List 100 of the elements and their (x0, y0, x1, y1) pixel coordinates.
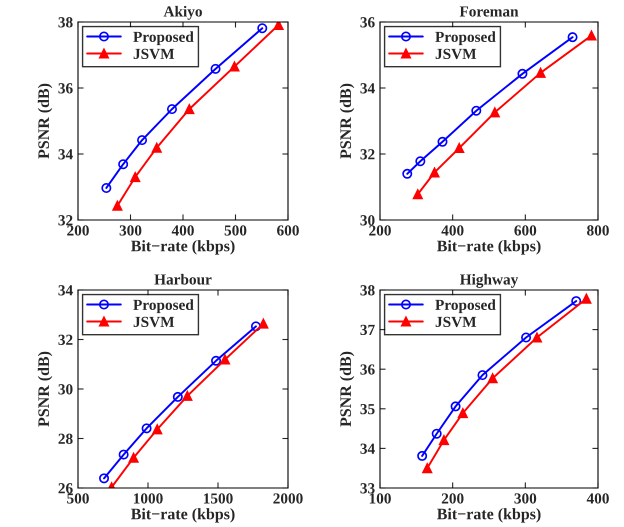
x-tick-label: 200 (67, 225, 89, 236)
x-tick-label: 500 (67, 493, 89, 504)
chart-title: Akiyo (164, 6, 202, 20)
point (257, 23, 268, 34)
y-tick-label: 34 (360, 444, 375, 454)
point (532, 332, 542, 343)
x-tick-label: 500 (224, 225, 246, 236)
legend-label: JSVM (436, 316, 476, 328)
point (437, 136, 448, 147)
point (586, 30, 596, 41)
point (517, 68, 528, 79)
y-tick-label: 26 (58, 483, 73, 494)
y-axis-title: PSNR (dB) (340, 352, 354, 427)
x-tick-label: 300 (514, 493, 536, 504)
x-axis-title: Bit−rate (kbps) (437, 240, 541, 255)
x-tick-label: 400 (441, 225, 464, 236)
point (101, 182, 112, 193)
x-tick-label: 200 (369, 225, 391, 236)
point (182, 390, 192, 401)
point (112, 200, 122, 211)
y-tick-label: 35 (360, 404, 375, 414)
chart-title: Harbour (154, 274, 212, 285)
y-tick-label: 32 (58, 215, 72, 226)
point (142, 423, 152, 434)
point (210, 64, 221, 74)
y-tick-label: 34 (58, 285, 73, 296)
legend-label: Proposed (435, 299, 496, 314)
legend-label: Proposed (133, 299, 194, 314)
point (229, 62, 240, 72)
point (422, 463, 432, 474)
point (118, 450, 129, 460)
legend-label: JSVM (436, 48, 476, 60)
chart-title: Foreman (460, 6, 518, 17)
x-tick-label: 200 (442, 493, 464, 504)
point (521, 332, 532, 343)
y-tick-label: 32 (360, 149, 374, 160)
y-tick-label: 38 (360, 285, 375, 296)
point (415, 156, 426, 166)
x-tick-label: 300 (120, 225, 142, 236)
point (571, 296, 582, 306)
point (258, 318, 268, 329)
x-axis-title: Bit−rate (kbps) (131, 508, 235, 523)
x-tick-label: 400 (586, 493, 609, 504)
point (166, 104, 177, 114)
y-axis-title: PSNR (dB) (38, 352, 52, 427)
point (430, 167, 440, 178)
y-tick-label: 30 (58, 384, 73, 394)
x-tick-label: 1500 (204, 493, 233, 504)
legend-label: JSVM (134, 316, 174, 328)
point (220, 354, 230, 365)
point (128, 452, 139, 463)
point (454, 143, 464, 154)
x-tick-label: 800 (587, 225, 609, 236)
point (137, 135, 148, 146)
point (450, 401, 461, 412)
y-tick-label: 34 (58, 149, 73, 160)
point (412, 189, 423, 200)
y-tick-label: 33 (360, 483, 375, 494)
point (99, 473, 110, 484)
point (274, 22, 284, 30)
y-tick-label: 34 (360, 83, 375, 94)
point (568, 32, 578, 42)
y-tick-label: 30 (360, 215, 375, 226)
y-tick-label: 32 (58, 334, 72, 345)
y-tick-label: 28 (58, 434, 73, 444)
x-tick-label: 600 (277, 225, 299, 236)
point (184, 104, 194, 114)
x-tick-label: 400 (172, 225, 194, 236)
point (211, 356, 222, 366)
point (152, 424, 162, 434)
point (536, 68, 546, 78)
y-tick-label: 37 (360, 324, 375, 336)
point (118, 159, 128, 170)
y-tick-label: 36 (360, 17, 375, 28)
x-tick-label: 600 (514, 225, 536, 236)
point (458, 408, 468, 418)
y-axis-title: PSNR (dB) (340, 84, 354, 159)
y-tick-label: 36 (58, 83, 73, 94)
x-axis-title: Bit−rate (kbps) (437, 508, 541, 523)
point (130, 172, 140, 182)
y-axis-title: PSNR (dB) (38, 84, 52, 159)
x-tick-label: 2000 (273, 493, 303, 504)
point (488, 373, 498, 384)
y-tick-label: 38 (58, 17, 73, 28)
point (402, 168, 412, 179)
x-tick-label: 1000 (134, 493, 163, 504)
point (490, 107, 500, 118)
point (250, 321, 261, 332)
x-axis-title: Bit−rate (kbps) (131, 240, 235, 255)
point (477, 370, 488, 380)
point (417, 450, 428, 461)
point (152, 142, 162, 153)
legend-label: Proposed (133, 31, 194, 46)
legend-label: JSVM (134, 48, 174, 60)
point (438, 435, 449, 446)
y-tick-label: 36 (360, 364, 375, 375)
x-tick-label: 100 (370, 493, 391, 504)
chart-title: Highway (460, 274, 518, 288)
legend-label: Proposed (435, 31, 496, 46)
point (432, 428, 442, 439)
